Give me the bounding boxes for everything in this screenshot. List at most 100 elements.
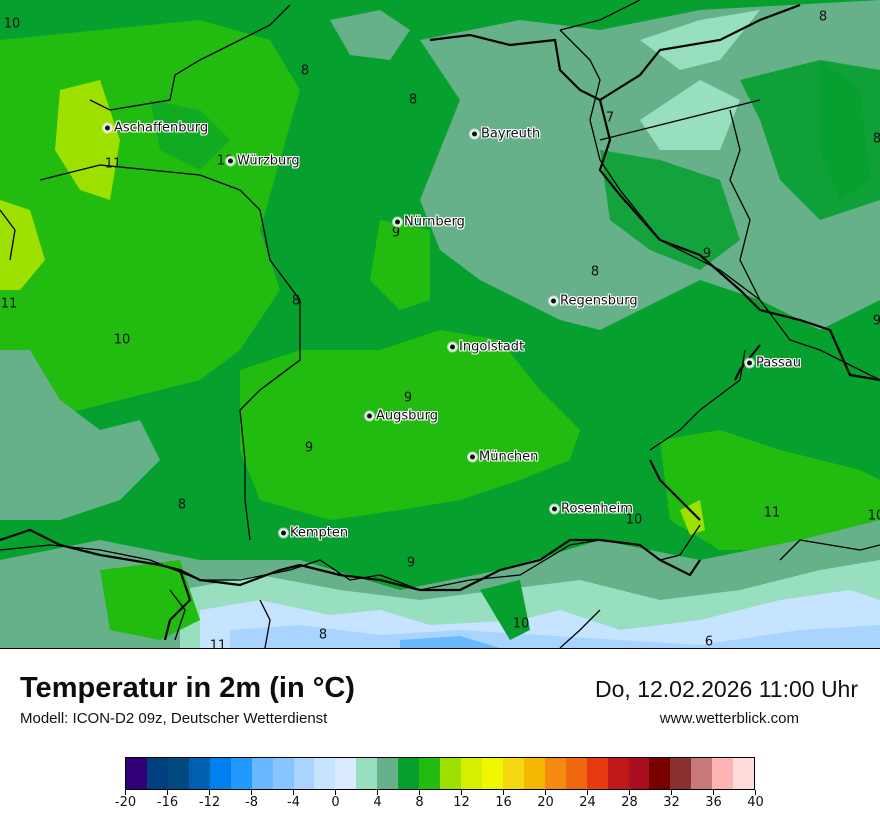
model-subtitle: Modell: ICON-D2 09z, Deutscher Wetterdie… — [20, 710, 328, 727]
city-dot-icon — [393, 217, 402, 227]
city-marker: Ingolstadt — [448, 340, 524, 355]
contour-label: 11 — [104, 156, 122, 172]
contour-label: 8 — [300, 63, 310, 79]
legend-tick-label: -20 — [114, 795, 137, 810]
legend-swatch — [607, 758, 629, 789]
legend-swatch — [733, 758, 755, 789]
legend-tick-label: -4 — [287, 795, 300, 810]
city-marker: Bayreuth — [470, 127, 540, 142]
city-name: Passau — [756, 355, 801, 371]
city-marker: Aschaffenburg — [103, 121, 208, 136]
contour-label: 10 — [625, 512, 643, 528]
contour-label: 9 — [406, 555, 416, 571]
contour-label: 8 — [408, 92, 418, 108]
legend-tick-mark — [167, 790, 168, 795]
map-raster — [0, 0, 880, 648]
city-dot-icon — [550, 504, 559, 514]
contour-label: 6 — [704, 634, 714, 649]
city-name: Kempten — [290, 525, 349, 541]
legend-swatch — [481, 758, 503, 789]
legend-swatch — [419, 758, 441, 789]
legend-tick-mark — [503, 790, 504, 795]
contour-label: 10 — [113, 332, 131, 348]
legend-swatch — [293, 758, 315, 789]
legend-tick-label: -12 — [198, 795, 221, 810]
contour-label: 8 — [590, 264, 600, 280]
legend-tick-mark — [293, 790, 294, 795]
legend-swatch — [126, 758, 147, 789]
city-marker: Kempten — [279, 526, 348, 541]
city-marker: Passau — [745, 356, 801, 371]
legend-swatch — [628, 758, 650, 789]
legend-tick-mark — [587, 790, 588, 795]
legend-swatch — [209, 758, 231, 789]
city-marker: Nürnberg — [393, 215, 465, 230]
legend-swatch — [377, 758, 399, 789]
legend-swatch — [188, 758, 210, 789]
city-marker: München — [468, 450, 538, 465]
contour-label: 9 — [702, 246, 712, 262]
city-name: Ingolstadt — [459, 339, 525, 355]
city-dot-icon — [103, 123, 112, 133]
contour-label: 11 — [763, 505, 781, 521]
legend-swatch — [440, 758, 461, 789]
legend-tick-label: 4 — [373, 795, 382, 810]
legend-swatch — [670, 758, 692, 789]
legend-swatch — [712, 758, 734, 789]
legend-swatch — [649, 758, 671, 789]
legend-swatch — [167, 758, 189, 789]
city-dot-icon — [365, 411, 374, 421]
chart-title: Temperatur in 2m (in °C) — [20, 672, 355, 704]
legend-swatch — [691, 758, 713, 789]
contour-label: 9 — [304, 440, 314, 456]
legend-tick-label: 36 — [705, 795, 722, 810]
contour-label: 9 — [873, 314, 880, 329]
legend-tick-mark — [419, 790, 420, 795]
legend-tick-mark — [629, 790, 630, 795]
contour-label: 8 — [177, 497, 187, 513]
contour-label: 7 — [605, 110, 615, 126]
legend-tick-mark — [545, 790, 546, 795]
website-link[interactable]: www.wetterblick.com — [659, 710, 799, 727]
legend-tick-mark — [461, 790, 462, 795]
legend-swatch — [565, 758, 587, 789]
legend-swatch — [335, 758, 357, 789]
city-name: Aschaffenburg — [114, 120, 209, 136]
legend-swatch — [272, 758, 294, 789]
legend-tick-mark — [713, 790, 714, 795]
contour-label: 8 — [873, 132, 880, 147]
city-marker: Würzburg — [226, 154, 300, 169]
contour-label: 8 — [318, 627, 328, 643]
contour-label: 9 — [403, 390, 413, 406]
legend-tick-label: 20 — [537, 795, 554, 810]
city-dot-icon — [470, 129, 479, 139]
legend-swatch — [502, 758, 524, 789]
city-name: Augsburg — [376, 408, 439, 424]
temperature-map: 108887811109981181099981011109108611 Asc… — [0, 0, 880, 649]
legend-swatch — [314, 758, 336, 789]
contour-label: 8 — [291, 293, 301, 309]
city-name: Nürnberg — [404, 214, 465, 230]
legend-tick-mark — [335, 790, 336, 795]
color-legend-ticks: -20 -16 -12 -8 -4 0 4 8 12 16 20 24 28 32 36 40 — [115, 790, 764, 820]
legend-swatch — [356, 758, 378, 789]
legend-tick-mark — [209, 790, 210, 795]
city-dot-icon — [745, 358, 754, 368]
city-name: Regensburg — [560, 293, 638, 309]
legend-swatch — [146, 758, 168, 789]
city-name: Würzburg — [237, 153, 300, 169]
contour-label: 11 — [0, 296, 18, 312]
legend-tick-label: 0 — [331, 795, 340, 810]
city-name: München — [479, 449, 539, 465]
city-dot-icon — [448, 342, 457, 352]
city-marker: Augsburg — [365, 409, 438, 424]
legend-swatch — [544, 758, 566, 789]
legend-tick-mark — [251, 790, 252, 795]
city-marker: Regensburg — [549, 294, 638, 309]
legend-tick-label: -8 — [245, 795, 258, 810]
contour-label: 10 — [512, 616, 530, 632]
contour-label: 11 — [209, 638, 227, 649]
legend-tick-label: -16 — [156, 795, 179, 810]
contour-label: 8 — [818, 9, 828, 25]
legend-swatch — [251, 758, 273, 789]
